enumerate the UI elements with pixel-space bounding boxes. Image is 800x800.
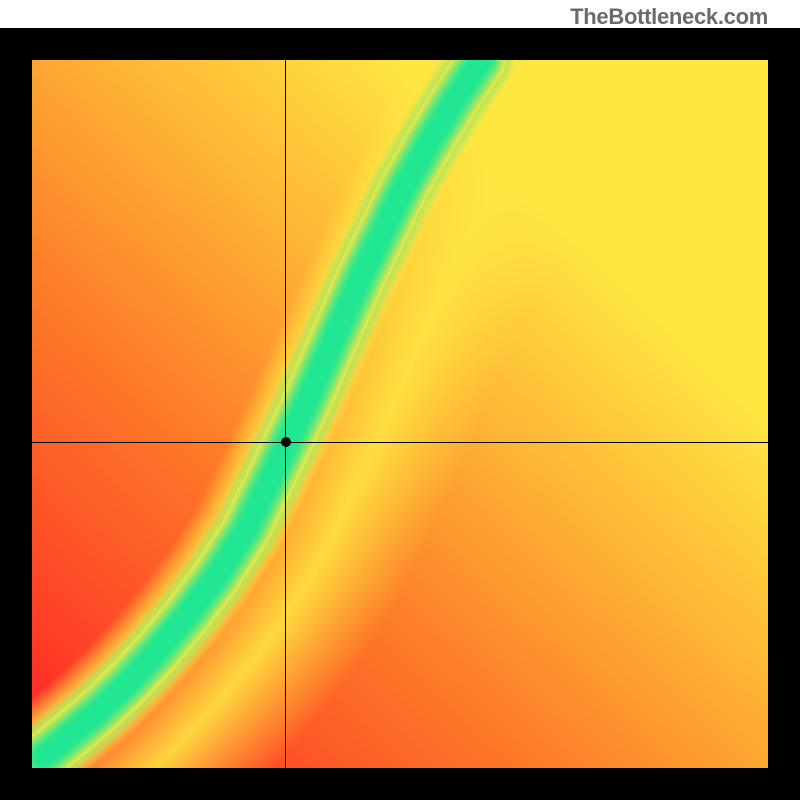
frame-top	[0, 28, 800, 60]
heatmap-canvas	[32, 60, 768, 768]
heatmap-plot	[32, 60, 768, 768]
frame-bottom	[0, 768, 800, 800]
frame-left	[0, 28, 32, 800]
crosshair-horizontal	[32, 442, 768, 443]
frame-right	[768, 28, 800, 800]
data-point-marker	[281, 437, 291, 447]
watermark-text: TheBottleneck.com	[570, 4, 768, 30]
root-container: { "canvas": { "width_px": 800, "height_p…	[0, 0, 800, 800]
crosshair-vertical	[285, 60, 286, 768]
